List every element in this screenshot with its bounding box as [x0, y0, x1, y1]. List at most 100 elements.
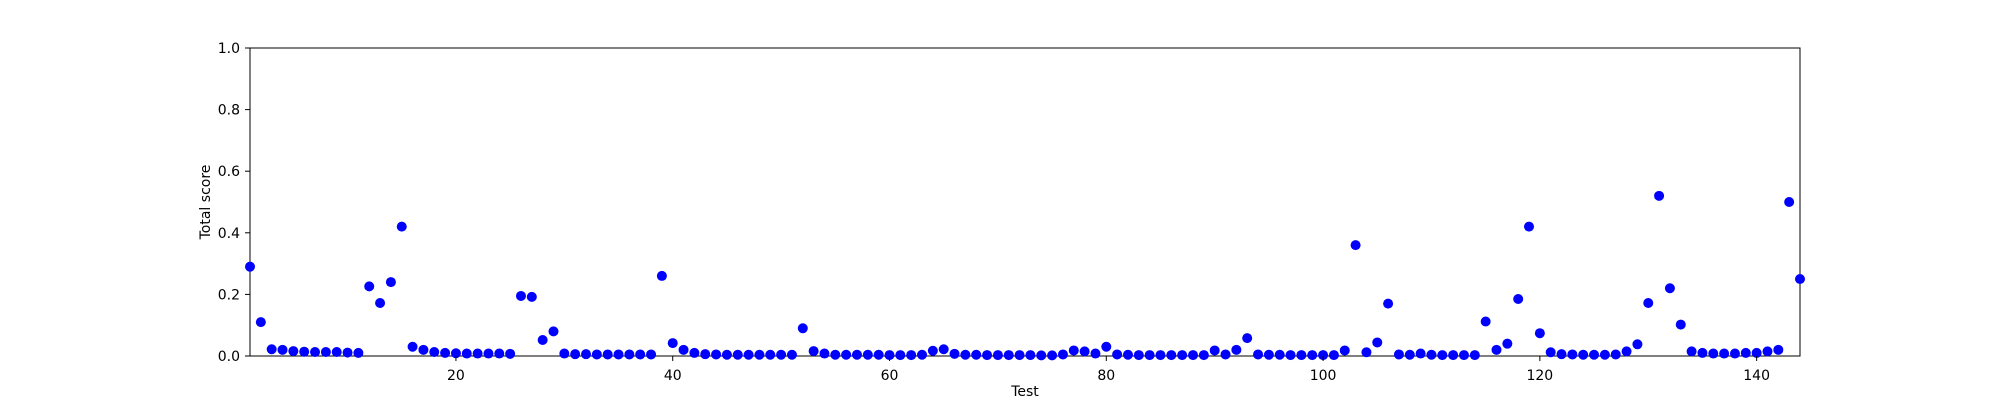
data-point	[461, 348, 472, 359]
data-point	[1253, 349, 1264, 360]
data-point	[494, 348, 505, 359]
data-point	[407, 341, 418, 352]
data-point	[700, 349, 711, 360]
data-point	[483, 348, 494, 359]
data-point	[1112, 349, 1123, 360]
data-point	[375, 298, 386, 309]
data-point	[1350, 240, 1361, 251]
data-point	[1556, 349, 1567, 360]
data-point	[656, 270, 667, 281]
data-point	[559, 348, 570, 359]
data-point	[1372, 337, 1383, 348]
data-point	[906, 350, 917, 361]
data-point	[1339, 345, 1350, 356]
y-axis-label: Total score	[198, 165, 214, 241]
y-tick-label: 0.6	[218, 164, 240, 180]
data-point	[331, 346, 342, 357]
x-tick-label: 40	[664, 368, 682, 384]
data-point	[1025, 350, 1036, 361]
data-point	[1589, 349, 1600, 360]
data-point	[1480, 316, 1491, 327]
data-point	[1664, 283, 1675, 294]
data-point	[1003, 350, 1014, 361]
data-point	[1729, 348, 1740, 359]
data-point	[884, 350, 895, 361]
data-point	[1632, 339, 1643, 350]
data-point	[992, 350, 1003, 361]
data-point	[1122, 349, 1133, 360]
data-point	[776, 349, 787, 360]
data-point	[255, 317, 266, 328]
data-point	[1708, 348, 1719, 359]
data-point	[949, 348, 960, 359]
data-point	[385, 277, 396, 288]
data-point	[841, 349, 852, 360]
data-point	[1719, 348, 1730, 359]
data-point	[711, 349, 722, 360]
data-point	[667, 338, 678, 349]
data-point	[819, 348, 830, 359]
data-point	[1686, 346, 1697, 357]
data-point	[1285, 350, 1296, 361]
data-point	[743, 349, 754, 360]
data-point	[873, 349, 884, 360]
data-point	[1415, 348, 1426, 359]
x-axis-label: Test	[1010, 384, 1039, 400]
data-point	[1133, 350, 1144, 361]
x-tick-label: 120	[1526, 368, 1553, 384]
data-point	[526, 291, 537, 302]
data-point	[678, 344, 689, 355]
y-tick-label: 0.0	[218, 349, 240, 365]
data-point	[895, 350, 906, 361]
data-point	[342, 347, 353, 358]
data-point	[754, 349, 765, 360]
data-point	[1036, 350, 1047, 361]
data-point	[537, 334, 548, 345]
data-point	[1795, 274, 1805, 284]
data-point	[786, 349, 797, 360]
data-point	[299, 346, 310, 357]
data-point	[1101, 341, 1112, 352]
y-tick-label: 0.8	[218, 103, 240, 119]
data-point	[851, 349, 862, 360]
data-point	[1599, 349, 1610, 360]
data-point	[938, 344, 949, 355]
data-point	[689, 347, 700, 358]
data-point	[1404, 349, 1415, 360]
data-point	[515, 290, 526, 301]
data-point	[1047, 350, 1058, 361]
data-point	[1242, 333, 1253, 344]
data-point	[353, 347, 364, 358]
axes-frame	[249, 47, 1801, 357]
y-tick-label: 1.0	[218, 41, 240, 57]
data-point	[364, 281, 375, 292]
data-point	[440, 347, 451, 358]
data-point	[613, 349, 624, 360]
data-point	[320, 346, 331, 357]
data-point	[927, 345, 938, 356]
data-point	[917, 349, 928, 360]
y-tick-label: 0.2	[218, 287, 240, 303]
data-point	[1784, 197, 1795, 207]
data-point	[1437, 350, 1448, 361]
data-point	[1393, 349, 1404, 360]
data-point	[862, 349, 873, 360]
data-point	[396, 221, 407, 232]
data-point	[429, 346, 440, 357]
data-point	[1090, 348, 1101, 359]
data-point	[732, 349, 743, 360]
data-point	[1448, 350, 1459, 361]
data-point	[1469, 350, 1480, 361]
data-point	[1198, 350, 1209, 361]
data-point	[1166, 350, 1177, 361]
data-point	[1578, 349, 1589, 360]
data-point	[1751, 347, 1762, 358]
data-point	[1296, 350, 1307, 361]
data-point	[1318, 350, 1329, 361]
data-point	[1177, 350, 1188, 361]
data-point	[1491, 344, 1502, 355]
data-point	[1209, 345, 1220, 356]
data-point	[1643, 298, 1654, 309]
data-point	[1654, 190, 1665, 201]
